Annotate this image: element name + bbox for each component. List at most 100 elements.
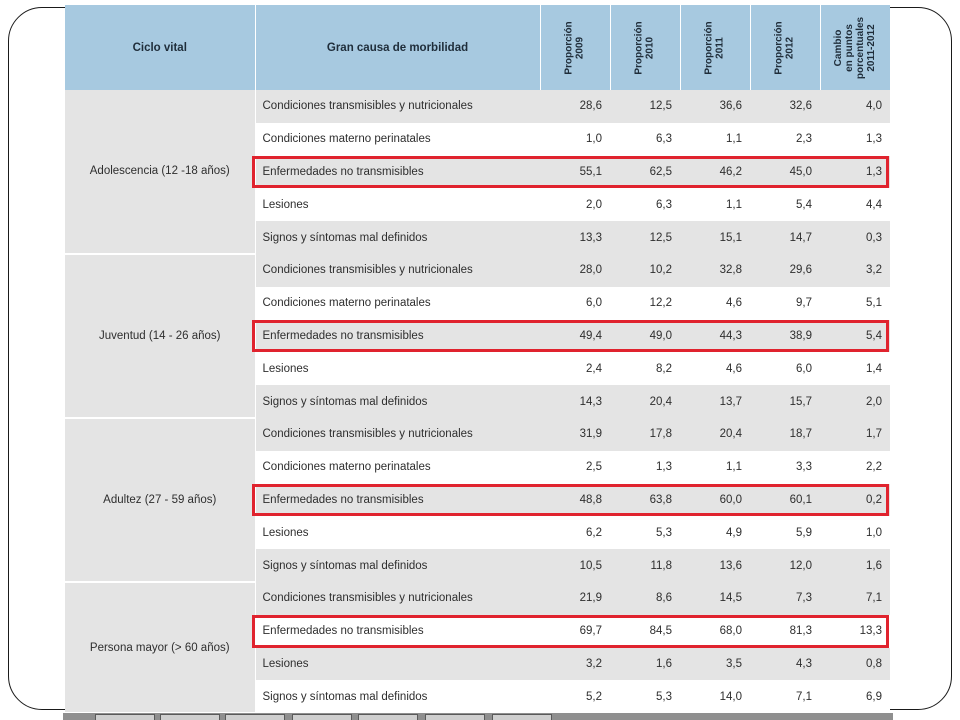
table-row: Signos y síntomas mal definidos 13,3 12,5 1…	[65, 221, 890, 254]
header-proporcion-2010: Proporción 2010	[610, 5, 681, 90]
value-2010-cell: 5,3	[610, 516, 680, 550]
value-2010-cell: 5,3	[610, 680, 680, 714]
cause-cell: Signos y síntomas mal definidos	[255, 680, 540, 714]
value-2009-cell: 5,2	[540, 680, 610, 714]
change-cell: 1,6	[820, 549, 890, 582]
value-2010-cell: 12,2	[610, 286, 680, 320]
morbidity-table-container: Ciclo vital Gran causa de morbilidad Pro…	[65, 5, 890, 716]
morbidity-table: Ciclo vital Gran causa de morbilidad Pro…	[65, 5, 890, 715]
table-row: Condiciones materno perinatales 2,5 1,3 1,1…	[65, 450, 890, 484]
header-gran-causa: Gran causa de morbilidad	[255, 5, 541, 90]
value-2012-cell: 32,6	[750, 90, 820, 123]
value-2011-cell: 13,6	[680, 549, 750, 582]
change-cell: 5,1	[820, 286, 890, 320]
value-2009-cell: 2,5	[540, 450, 610, 484]
value-2011-cell: 1,1	[680, 122, 750, 156]
value-2009-cell: 49,4	[540, 319, 610, 353]
table-row: Lesiones 2,0 6,3 1,1 5,4 4,4	[65, 188, 890, 222]
header-cambio-puntos: Cambio en puntos porcentuales 2011-2012	[820, 5, 890, 90]
header-proporcion-2012: Proporción 2012	[750, 5, 821, 90]
value-2010-cell: 8,6	[610, 581, 680, 615]
ciclo-vital-cell: Adultez (27 - 59 años)	[65, 417, 256, 583]
value-2011-cell: 20,4	[680, 417, 750, 451]
value-2009-cell: 28,0	[540, 253, 610, 287]
value-2010-cell: 62,5	[610, 155, 680, 189]
table-row: Lesiones 3,2 1,6 3,5 4,3 0,8	[65, 647, 890, 681]
value-2011-cell: 68,0	[680, 614, 750, 648]
value-2009-cell: 69,7	[540, 614, 610, 648]
table-row: Adultez (27 - 59 años) Condiciones transm…	[65, 417, 890, 583]
value-2011-cell: 4,9	[680, 516, 750, 550]
value-2009-cell: 6,0	[540, 286, 610, 320]
header-ciclo-vital: Ciclo vital	[65, 5, 256, 90]
value-2012-cell: 7,1	[750, 680, 820, 714]
change-cell: 13,3	[820, 614, 890, 648]
value-2012-cell: 60,1	[750, 483, 820, 517]
value-2009-cell: 10,5	[540, 549, 610, 582]
cause-cell: Condiciones transmisibles y nutricionale…	[255, 581, 540, 615]
change-cell: 4,4	[820, 188, 890, 222]
change-cell: 7,1	[820, 581, 890, 615]
table-header-row: Ciclo vital Gran causa de morbilidad Pro…	[65, 5, 890, 90]
table-row: Persona mayor (> 60 años) Condiciones tra…	[65, 581, 890, 715]
value-2012-cell: 9,7	[750, 286, 820, 320]
cause-cell: Signos y síntomas mal definidos	[255, 549, 540, 582]
header-proporcion-2009: Proporción 2009	[540, 5, 611, 90]
change-cell: 2,2	[820, 450, 890, 484]
value-2012-cell: 2,3	[750, 122, 820, 156]
value-2009-cell: 3,2	[540, 647, 610, 681]
ciclo-vital-cell: Persona mayor (> 60 años)	[65, 581, 256, 715]
value-2009-cell: 31,9	[540, 417, 610, 451]
table-row: Lesiones 2,4 8,2 4,6 6,0 1,4	[65, 352, 890, 386]
change-cell: 1,3	[820, 122, 890, 156]
cause-cell: Lesiones	[255, 352, 540, 386]
cause-cell: Condiciones materno perinatales	[255, 122, 540, 156]
value-2010-cell: 1,6	[610, 647, 680, 681]
header-proporcion-2011: Proporción 2011	[680, 5, 751, 90]
value-2009-cell: 13,3	[540, 221, 610, 254]
bottom-tab[interactable]	[358, 714, 418, 720]
bottom-tab[interactable]	[160, 714, 220, 720]
cause-cell: Condiciones materno perinatales	[255, 450, 540, 484]
table-row-highlighted: Enfermedades no transmisibles 69,7 84,5 68,…	[65, 614, 890, 648]
value-2010-cell: 8,2	[610, 352, 680, 386]
bottom-tab[interactable]	[225, 714, 285, 720]
table-row-highlighted: Enfermedades no transmisibles 49,4 49,0 44,…	[65, 319, 890, 353]
bottom-tab[interactable]	[425, 714, 485, 720]
value-2011-cell: 44,3	[680, 319, 750, 353]
value-2010-cell: 12,5	[610, 90, 680, 123]
value-2010-cell: 20,4	[610, 385, 680, 418]
value-2012-cell: 7,3	[750, 581, 820, 615]
value-2009-cell: 6,2	[540, 516, 610, 550]
bottom-tab[interactable]	[492, 714, 552, 720]
value-2009-cell: 28,6	[540, 90, 610, 123]
ciclo-vital-cell: Juventud (14 - 26 años)	[65, 253, 256, 419]
bottom-tab[interactable]	[95, 714, 155, 720]
value-2010-cell: 84,5	[610, 614, 680, 648]
value-2009-cell: 14,3	[540, 385, 610, 418]
value-2011-cell: 1,1	[680, 188, 750, 222]
table-row: Juventud (14 - 26 años) Condiciones trans…	[65, 253, 890, 419]
value-2010-cell: 6,3	[610, 188, 680, 222]
value-2012-cell: 6,0	[750, 352, 820, 386]
change-cell: 2,0	[820, 385, 890, 418]
value-2009-cell: 21,9	[540, 581, 610, 615]
value-2012-cell: 18,7	[750, 417, 820, 451]
bottom-tab[interactable]	[292, 714, 352, 720]
value-2012-cell: 15,7	[750, 385, 820, 418]
value-2009-cell: 2,4	[540, 352, 610, 386]
table-row: Lesiones 6,2 5,3 4,9 5,9 1,0	[65, 516, 890, 550]
cause-cell: Condiciones materno perinatales	[255, 286, 540, 320]
value-2012-cell: 29,6	[750, 253, 820, 287]
ciclo-vital-cell: Adolescencia (12 -18 años)	[65, 90, 256, 255]
value-2012-cell: 38,9	[750, 319, 820, 353]
value-2011-cell: 36,6	[680, 90, 750, 123]
value-2012-cell: 81,3	[750, 614, 820, 648]
value-2012-cell: 5,4	[750, 188, 820, 222]
value-2009-cell: 48,8	[540, 483, 610, 517]
change-cell: 5,4	[820, 319, 890, 353]
cause-cell: Lesiones	[255, 647, 540, 681]
value-2011-cell: 1,1	[680, 450, 750, 484]
value-2011-cell: 15,1	[680, 221, 750, 254]
cause-cell: Lesiones	[255, 188, 540, 222]
